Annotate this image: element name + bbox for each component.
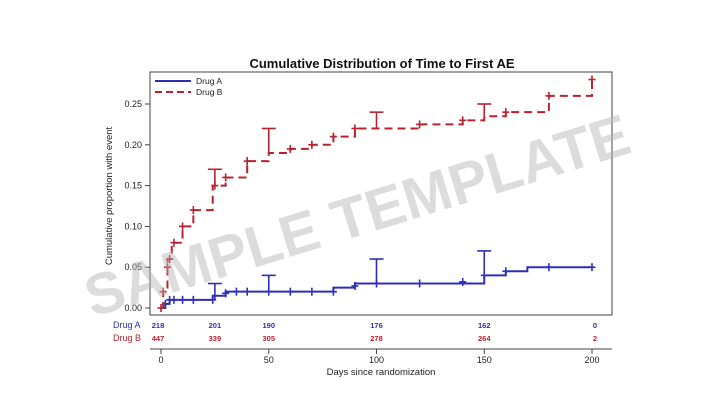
risk-value: 305 xyxy=(262,334,275,343)
risk-value: 190 xyxy=(262,321,275,330)
x-axis-label: Days since randomization xyxy=(327,367,436,378)
y-tick-label: 0.25 xyxy=(124,99,142,109)
y-tick-label: 0.05 xyxy=(124,262,142,272)
legend: Drug A Drug B xyxy=(155,76,223,97)
risk-value: 0 xyxy=(593,321,597,330)
legend-label-drug-a: Drug A xyxy=(196,76,222,86)
x-axis: 0 50 100 150 200 xyxy=(150,348,612,365)
risk-value: 447 xyxy=(152,334,165,343)
x-tick-label: 200 xyxy=(584,355,599,365)
legend-label-drug-b: Drug B xyxy=(196,87,223,97)
risk-value: 339 xyxy=(209,334,222,343)
plot-frame xyxy=(149,71,613,316)
risk-value: 264 xyxy=(478,334,491,343)
risk-row-label-drug-b: Drug B xyxy=(113,333,141,343)
series-drug-b xyxy=(157,75,596,312)
x-tick-label: 50 xyxy=(264,355,274,365)
x-tick-label: 100 xyxy=(369,355,384,365)
risk-value: 2 xyxy=(593,334,597,343)
watermark: SAMPLE TEMPLATE xyxy=(77,102,637,330)
risk-value: 201 xyxy=(209,321,222,330)
y-axis: 0.00 0.05 0.10 0.15 0.20 0.25 xyxy=(124,99,150,313)
risk-row-label-drug-a: Drug A xyxy=(113,320,141,330)
y-tick-label: 0.20 xyxy=(124,140,142,150)
risk-value: 162 xyxy=(478,321,491,330)
risk-value: 278 xyxy=(370,334,383,343)
y-axis-label: Cumulative proportion with event xyxy=(104,126,115,265)
y-tick-label: 0.00 xyxy=(124,303,142,313)
x-tick-label: 150 xyxy=(477,355,492,365)
risk-table: Drug A Drug B 218 201 190 176 162 0 447 339 305 2… xyxy=(113,320,597,343)
series-layer xyxy=(157,75,596,312)
y-tick-label: 0.10 xyxy=(124,221,142,231)
x-tick-label: 0 xyxy=(158,355,163,365)
risk-value: 218 xyxy=(152,321,165,330)
y-tick-label: 0.15 xyxy=(124,181,142,191)
risk-value: 176 xyxy=(370,321,383,330)
series-drug-a xyxy=(161,250,596,309)
chart-title: Cumulative Distribution of Time to First… xyxy=(249,56,514,71)
